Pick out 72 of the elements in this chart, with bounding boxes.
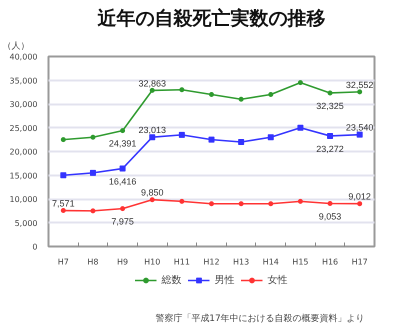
- point: [268, 134, 274, 140]
- point: [60, 137, 66, 142]
- x-tick-label: H11: [174, 258, 190, 266]
- point: [298, 80, 303, 86]
- point: [178, 132, 185, 138]
- y-tick-label: 10,000: [10, 195, 38, 204]
- point: [150, 197, 155, 202]
- point: [268, 92, 274, 97]
- x-tick-label: H15: [292, 258, 309, 266]
- data-label: 16,416: [108, 176, 136, 187]
- point: [179, 87, 184, 92]
- x-tick-label: H10: [144, 258, 160, 266]
- x-tick-label: H12: [203, 258, 220, 266]
- point: [238, 201, 244, 206]
- data-label: 32,552: [346, 80, 374, 90]
- point: [149, 134, 156, 140]
- point: [209, 92, 214, 97]
- point: [120, 128, 126, 134]
- point: [297, 124, 304, 131]
- point: [120, 166, 126, 172]
- data-label: 23,540: [346, 122, 374, 133]
- data-label: 32,863: [138, 78, 166, 88]
- data-label: 7,571: [52, 198, 75, 209]
- y-tick-label: 0: [32, 242, 38, 252]
- y-tick-label: 40,000: [10, 52, 38, 62]
- x-tick-label: H14: [262, 258, 279, 266]
- point: [120, 206, 126, 212]
- y-tick-label: 20,000: [10, 148, 38, 156]
- legend-label: 男性: [214, 274, 234, 287]
- point: [208, 136, 214, 143]
- y-tick-label: 30,000: [10, 100, 38, 109]
- point: [268, 201, 274, 206]
- point: [179, 198, 184, 204]
- data-label: 23,013: [138, 125, 166, 136]
- point: [238, 96, 244, 102]
- point: [209, 201, 214, 206]
- point: [327, 132, 334, 139]
- y-axis-title: （人）: [2, 40, 30, 52]
- data-label: 7,975: [111, 216, 134, 227]
- y-tick-label: 35,000: [10, 76, 38, 86]
- point: [90, 208, 96, 214]
- data-label: 32,325: [316, 100, 344, 111]
- point: [328, 90, 333, 96]
- y-tick-label: 5,000: [14, 218, 38, 228]
- y-tick-label: 15,000: [10, 171, 38, 180]
- point: [90, 170, 96, 176]
- point: [328, 201, 333, 206]
- y-tick-label: 25,000: [10, 124, 38, 133]
- legend-label: 総数: [162, 274, 182, 287]
- data-label: 9,012: [348, 192, 371, 202]
- data-label: 9,053: [318, 212, 342, 222]
- x-tick-label: H13: [233, 258, 250, 266]
- chart-title: 近年の自殺死亡実数の推移: [96, 8, 326, 30]
- data-label: 23,272: [316, 144, 344, 154]
- point: [298, 198, 303, 204]
- point: [357, 201, 362, 206]
- x-tick-label: H16: [322, 258, 338, 266]
- point: [90, 134, 96, 140]
- point: [150, 88, 155, 93]
- x-tick-label: H7: [58, 258, 69, 266]
- point: [357, 89, 362, 94]
- data-label: 24,391: [108, 138, 136, 149]
- point: [238, 139, 244, 145]
- x-tick-label: H8: [87, 258, 99, 266]
- x-tick-label: H9: [117, 258, 128, 266]
- text: 警察庁「平成17年中における自殺の概要資料」より: [155, 312, 365, 324]
- point: [60, 172, 66, 178]
- data-label: 9,850: [140, 188, 164, 198]
- point: [60, 208, 66, 214]
- legend-label: 女性: [268, 274, 288, 287]
- point: [356, 132, 363, 138]
- x-tick-label: H17: [352, 258, 368, 266]
